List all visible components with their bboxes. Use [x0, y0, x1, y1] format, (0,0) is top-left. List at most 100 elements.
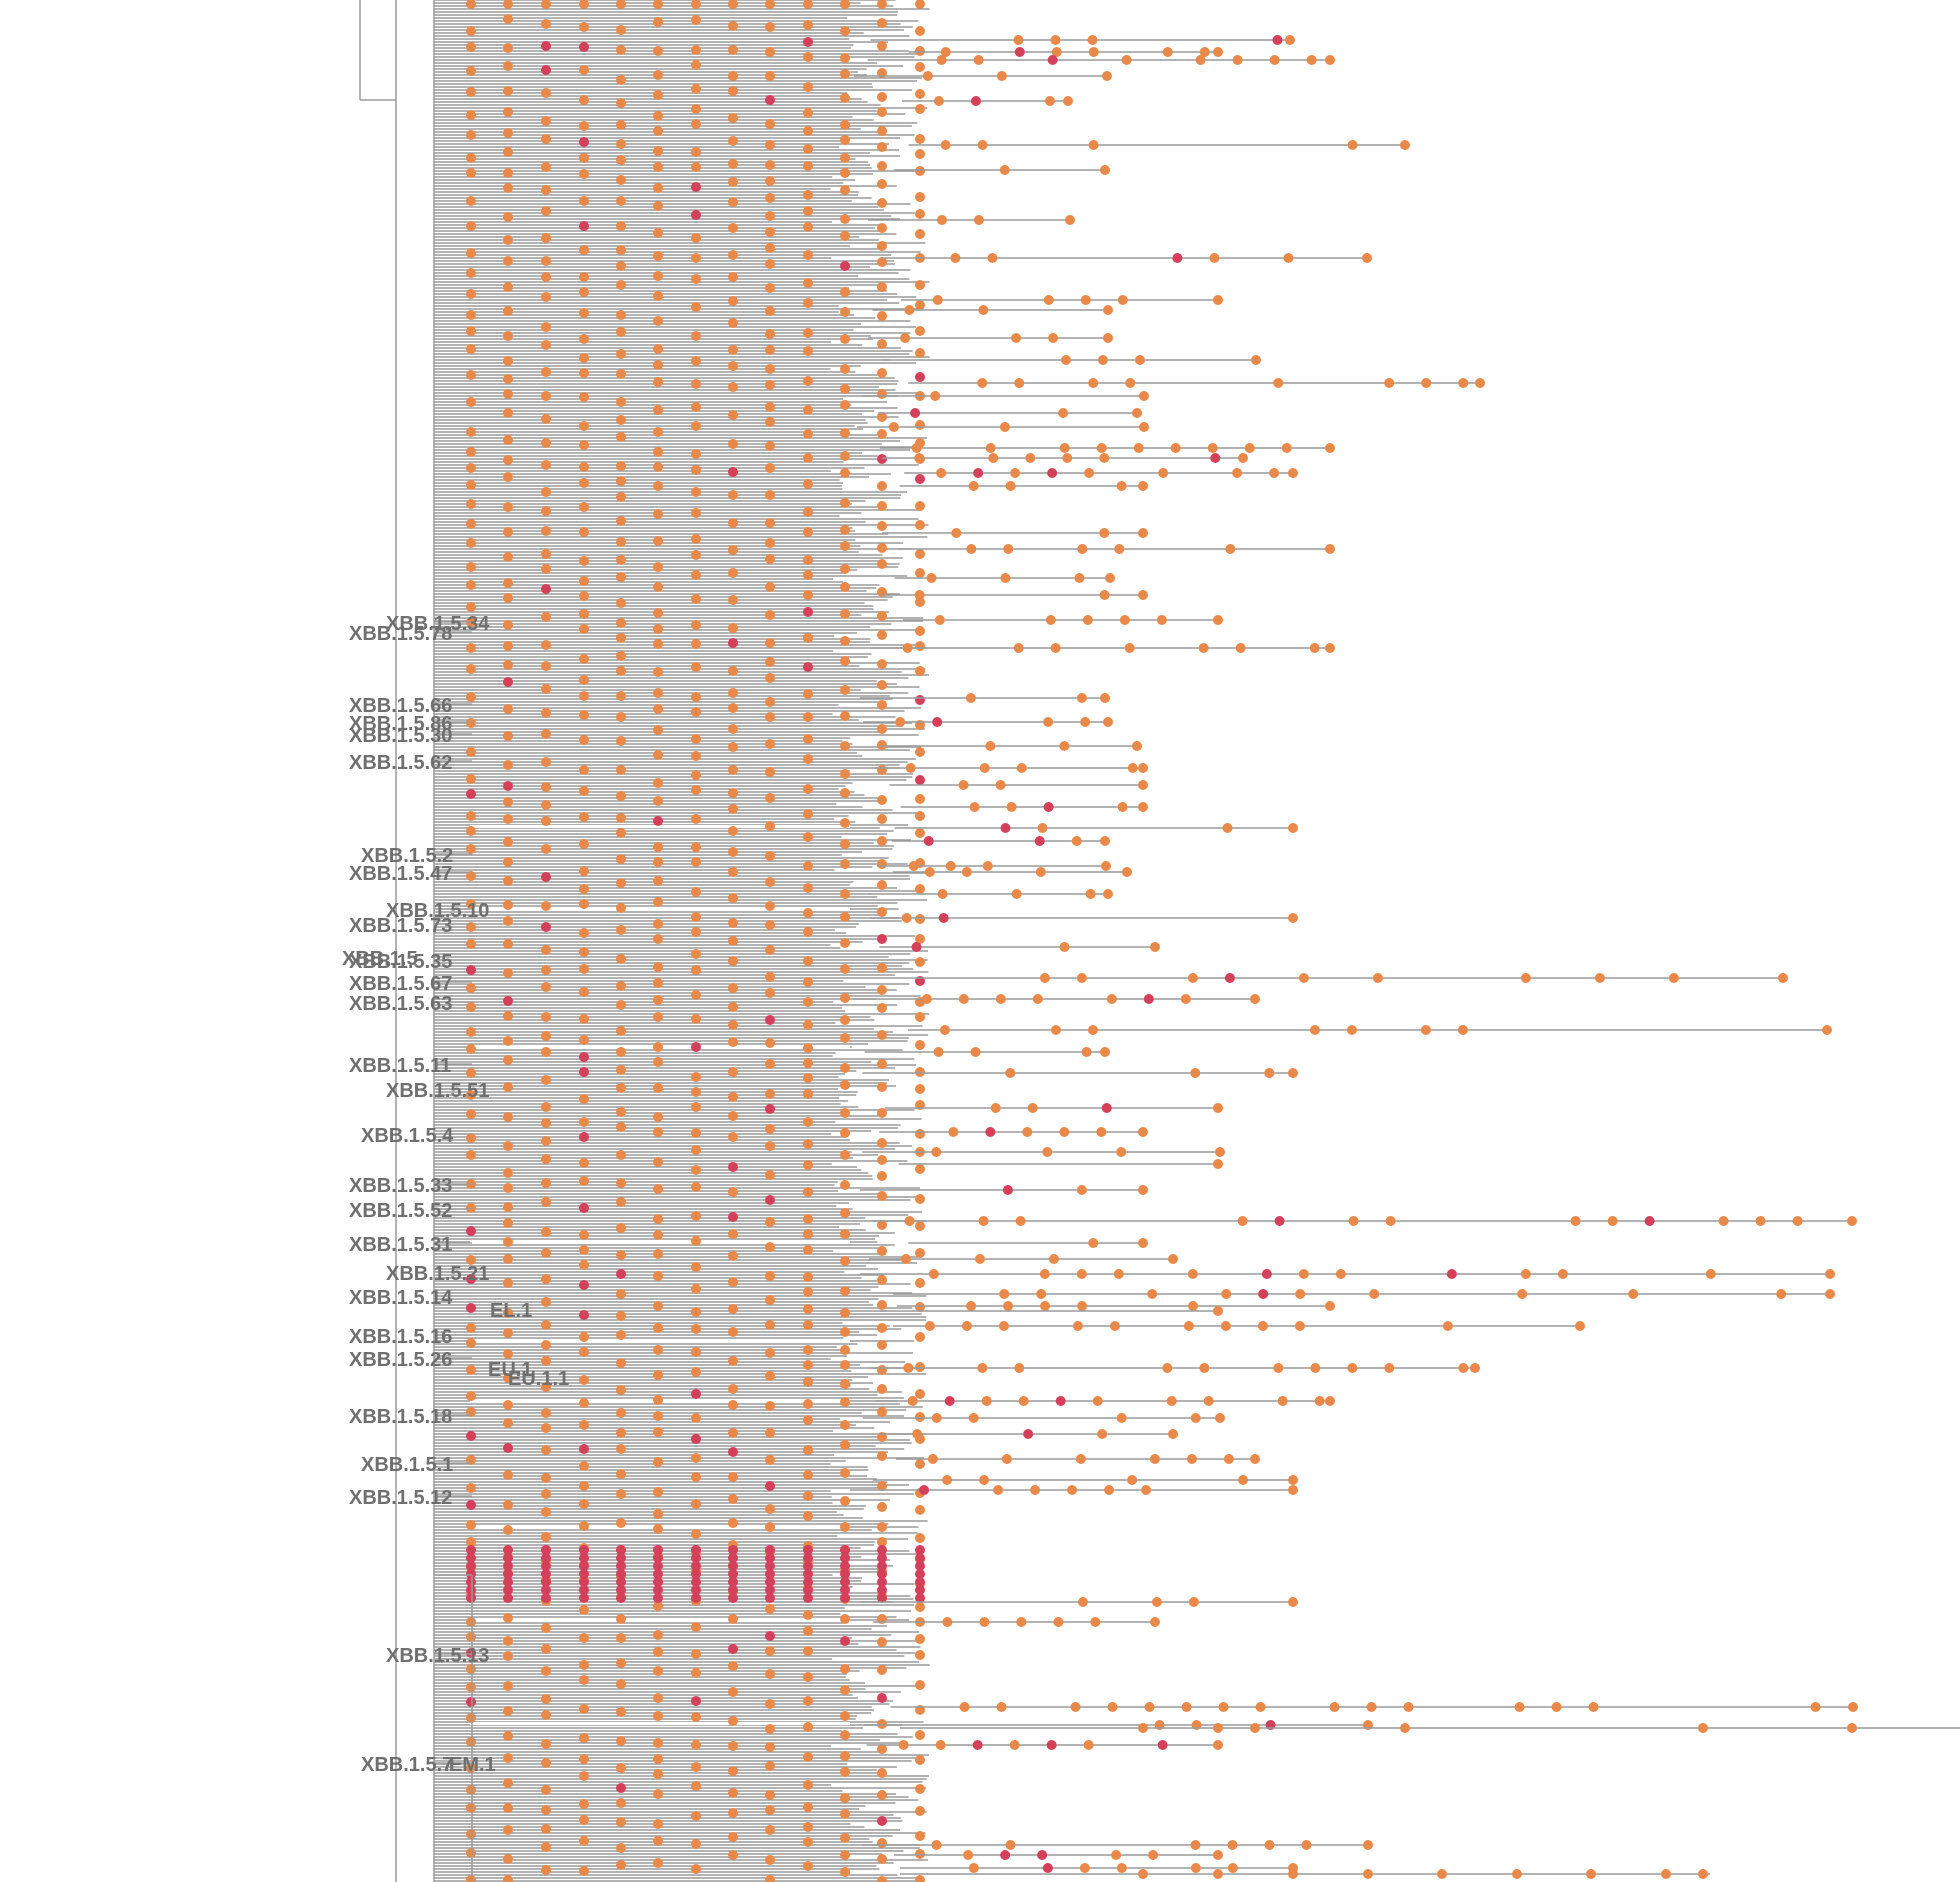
tip-marker	[914, 453, 925, 463]
tip-marker	[877, 630, 887, 640]
tip-marker	[803, 507, 813, 517]
tip-marker	[616, 397, 626, 407]
tip-marker	[1135, 355, 1146, 365]
tip-marker	[803, 927, 813, 937]
tip-marker	[1347, 140, 1358, 150]
tip-marker	[653, 1789, 663, 1799]
tip-marker	[1520, 973, 1531, 983]
tip-marker	[728, 1518, 738, 1528]
tip-marker	[945, 861, 956, 871]
tip-marker	[915, 1831, 925, 1841]
tip-marker	[877, 1790, 887, 1800]
tip-marker	[503, 1168, 513, 1178]
tip-marker	[765, 821, 775, 831]
tip-marker	[691, 421, 701, 431]
tip-marker	[541, 340, 551, 350]
tip-marker	[1570, 1216, 1581, 1226]
tip-marker	[728, 71, 738, 81]
tip-marker	[965, 693, 976, 703]
tip-marker	[1116, 481, 1127, 491]
tip-marker	[616, 878, 626, 888]
tip-marker	[466, 789, 476, 799]
tip-marker	[579, 1461, 589, 1471]
tip-marker	[1346, 1025, 1357, 1035]
tip-marker	[803, 1610, 813, 1620]
tip-marker-highlight	[653, 1593, 663, 1603]
tip-marker	[728, 847, 738, 857]
tip-marker	[840, 1730, 850, 1740]
tip-marker	[877, 659, 887, 669]
tip-marker	[653, 1301, 663, 1311]
tip-marker	[616, 1783, 626, 1793]
tip-marker	[691, 1668, 701, 1678]
tip-marker	[803, 1214, 813, 1224]
tip-marker	[1098, 355, 1109, 365]
tip-marker	[877, 198, 887, 208]
tip-marker	[541, 88, 551, 98]
clade-label: XBB.1.5.86	[349, 713, 452, 735]
tip-marker	[1586, 1869, 1596, 1879]
tip-marker	[1209, 253, 1220, 263]
tip-marker	[1162, 1363, 1173, 1373]
tip-marker	[541, 256, 551, 266]
tip-marker-highlight	[915, 1561, 925, 1571]
tip-marker	[1051, 47, 1062, 57]
tip-marker	[979, 1617, 990, 1627]
tip-marker	[1457, 1025, 1468, 1035]
tip-marker	[924, 1321, 935, 1331]
tip-marker	[653, 1214, 663, 1224]
tip-marker	[974, 1254, 985, 1264]
tip-marker	[503, 408, 513, 418]
tip-marker-highlight	[541, 1545, 551, 1555]
tip-marker	[503, 1875, 513, 1882]
tip-marker	[877, 1003, 887, 1013]
clade-label: XBB.1.5.33	[349, 1175, 452, 1197]
tip-marker	[1006, 802, 1017, 812]
tip-marker	[1090, 1617, 1101, 1627]
tip-marker	[579, 1704, 589, 1714]
tip-marker	[966, 544, 977, 554]
tip-marker	[1170, 443, 1181, 453]
tip-marker	[915, 1012, 925, 1022]
tip-marker	[765, 441, 775, 451]
tip-marker	[765, 402, 775, 412]
tip-marker	[616, 1197, 626, 1207]
tip-marker	[765, 518, 775, 528]
tip-marker	[995, 780, 1006, 790]
tip-marker	[728, 410, 738, 420]
tip-marker	[466, 1431, 476, 1441]
tip-marker	[579, 0, 589, 9]
tip-marker	[728, 1092, 738, 1102]
tip-marker	[1138, 590, 1148, 600]
clade-label: XBB.1.5.30	[349, 725, 452, 747]
tip-marker-highlight	[503, 1569, 513, 1579]
tip-marker	[579, 987, 589, 997]
tip-marker	[653, 919, 663, 929]
tip-marker	[653, 1693, 663, 1703]
tip-marker	[541, 414, 551, 424]
tip-marker	[765, 1604, 775, 1614]
tip-marker	[803, 1752, 813, 1762]
tip-marker	[915, 1412, 925, 1422]
tip-marker	[803, 1043, 813, 1053]
tip-marker	[616, 1679, 626, 1689]
tip-marker	[877, 368, 887, 378]
tip-marker	[653, 146, 663, 156]
tip-marker	[653, 778, 663, 788]
tip-marker	[728, 703, 738, 713]
tip-marker	[765, 1428, 775, 1438]
tip-marker	[728, 318, 738, 328]
tip-marker	[1288, 1597, 1298, 1607]
tip-marker	[579, 1633, 589, 1643]
tip-marker	[616, 461, 626, 471]
tip-marker	[877, 836, 887, 846]
tip-marker	[503, 1141, 513, 1151]
tip-marker	[1144, 1702, 1155, 1712]
tip-marker	[503, 814, 513, 824]
tip-marker	[765, 1646, 775, 1656]
tip-marker	[653, 1819, 663, 1829]
clade-label: XBB.1.5.16	[349, 1326, 452, 1348]
tip-marker	[923, 836, 934, 846]
tip-marker	[503, 939, 513, 949]
tip-marker	[616, 1065, 626, 1075]
